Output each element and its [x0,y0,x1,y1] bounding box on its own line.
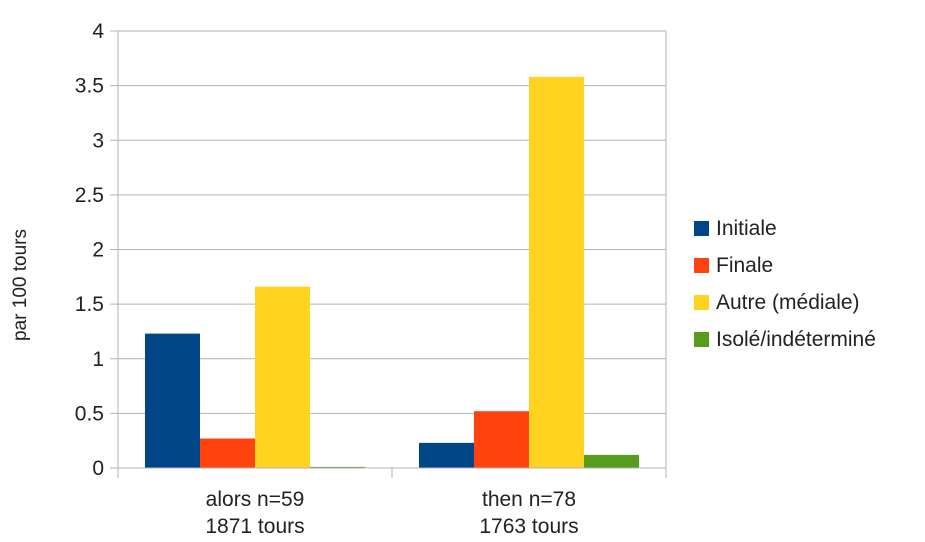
legend-swatch [694,295,709,310]
bar-1-2 [200,438,255,468]
bar-1-4 [310,466,365,468]
legend-label: Isolé/indéterminé [716,327,876,351]
legend-label: Autre (médiale) [716,290,860,314]
y-tick-label: 0.5 [75,402,104,425]
bar-2-4 [584,454,639,468]
y-tick-label: 3 [92,129,104,152]
x-category-label: alors n=59 [206,488,305,511]
legend-label: Finale [716,253,774,277]
x-category-label: then n=78 [482,488,576,511]
legend: Initiale Finale Autre (médiale) Isolé/indét… [694,210,876,358]
bar-2-2 [474,411,529,468]
legend-swatch [694,258,709,273]
y-tick-label: 2.5 [75,184,104,207]
y-axis-label: par 100 tours [10,229,31,341]
y-tick-label: 2 [92,239,104,262]
legend-swatch [694,221,709,236]
y-tick-label: 1 [92,348,104,371]
bar-2-3 [529,76,584,468]
y-tick-label: 3.5 [75,75,104,98]
legend-item: Autre (médiale) [694,284,876,321]
y-tick-label: 1.5 [75,293,104,316]
y-tick-label: 0 [92,457,104,480]
y-tick-labels: 0 0.5 1 1.5 2 2.5 3 3.5 4 [75,20,105,480]
x-category-labels: alors n=59 1871 tours then n=78 1763 tours [205,488,578,538]
x-category-sublabel: 1871 tours [205,515,304,538]
x-category-sublabel: 1763 tours [479,515,578,538]
bars [145,76,639,468]
legend-label: Initiale [716,216,777,240]
legend-item: Finale [694,247,876,284]
legend-item: Isolé/indéterminé [694,321,876,358]
bar-1-1 [145,333,200,468]
y-tick-label: 4 [92,20,104,43]
bar-1-3 [255,286,310,468]
legend-item: Initiale [694,210,876,247]
bar-2-1 [419,442,474,468]
axes [110,30,667,478]
gridlines [118,30,666,469]
legend-swatch [694,332,709,347]
